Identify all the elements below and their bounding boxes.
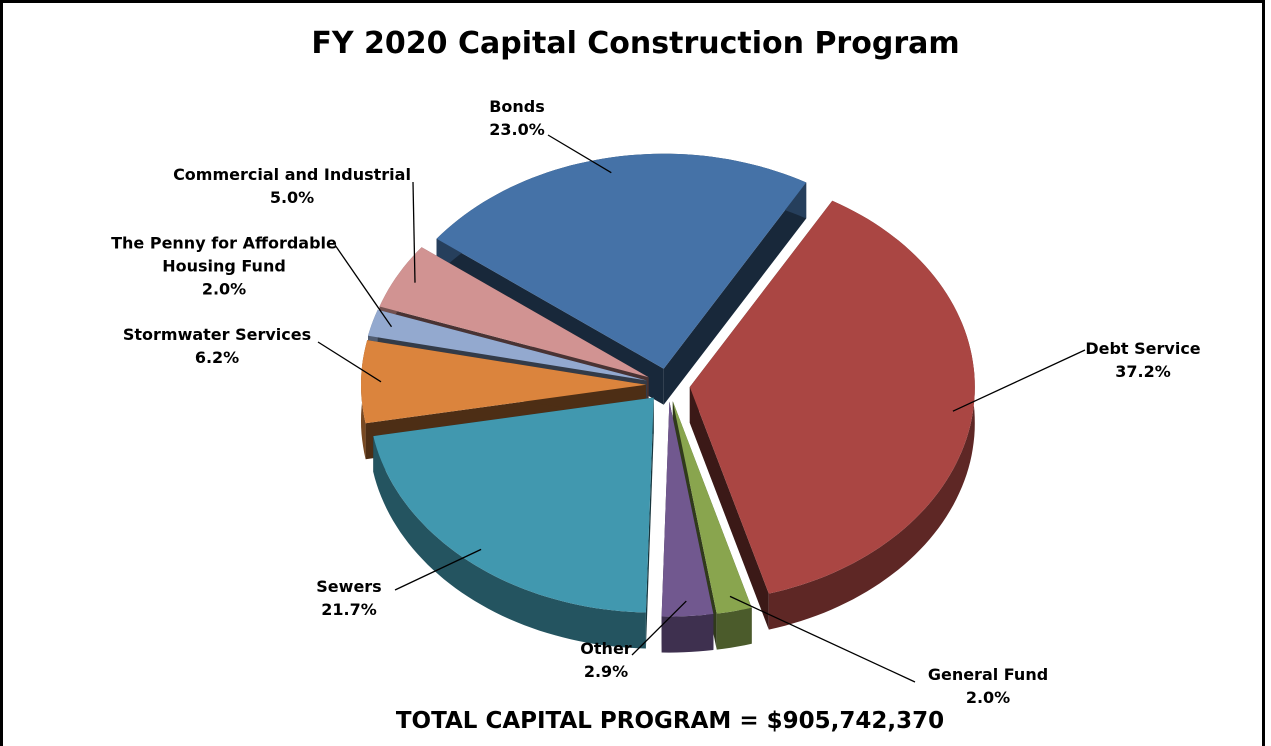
value-label: 2.0%	[965, 688, 1011, 707]
leader-line	[334, 244, 393, 328]
category: General Fund	[927, 665, 1049, 684]
slice-label: General Fund 2.0%	[918, 663, 1058, 709]
slice-wall	[645, 397, 654, 649]
slice-wall	[663, 182, 807, 405]
slice	[436, 153, 807, 369]
slice-wall	[689, 387, 769, 630]
leader-line	[412, 181, 416, 283]
slice-side	[768, 200, 975, 630]
slice-label: Stormwater Services 6.2%	[107, 323, 327, 369]
category: The Penny for Affordable Housing Fund	[111, 233, 337, 276]
leader-line	[952, 349, 1086, 412]
category: Bonds	[489, 97, 545, 116]
slice	[361, 340, 646, 424]
chart-title: FY 2020 Capital Construction Program	[311, 26, 960, 61]
slice-side	[661, 614, 714, 653]
category: Sewers	[316, 577, 382, 596]
slice-label: Sewers 21.7%	[309, 575, 389, 621]
category: Commercial and Industrial	[173, 165, 411, 184]
leader-line	[317, 341, 382, 383]
leader-line	[631, 600, 687, 656]
value-label: 2.0%	[201, 279, 247, 299]
annotation: TOTAL CAPITAL PROGRAM = $905,742,370	[395, 708, 945, 734]
slice-label: The Penny for Affordable Housing Fund 2.0…	[104, 232, 344, 301]
category: Debt Service	[1085, 339, 1201, 358]
leader-line	[394, 548, 482, 591]
leader-line	[729, 595, 916, 683]
value-label: 21.7%	[321, 600, 377, 619]
slice-side	[373, 436, 646, 649]
slice-label: Other 2.9%	[566, 637, 646, 683]
category: Other	[580, 639, 632, 658]
slice	[373, 397, 654, 613]
value-label: 23.0%	[489, 120, 545, 139]
slice-label: Commercial and Industrial 5.0%	[162, 163, 422, 209]
slice-side	[716, 607, 752, 650]
category: Stormwater Services	[122, 325, 312, 344]
slice	[661, 401, 714, 617]
value-label: 2.9%	[583, 662, 629, 681]
slice-label: Bonds 23.0%	[457, 95, 577, 141]
value-label: 5.0%	[269, 188, 315, 207]
slice	[672, 401, 752, 614]
slice	[379, 247, 649, 378]
leader-line	[547, 134, 612, 174]
value-label: 6.2%	[194, 348, 240, 367]
value-label: 37.2%	[1115, 362, 1171, 381]
slice	[689, 200, 975, 594]
slice	[368, 309, 647, 381]
slice-label: Debt Service 37.2%	[1073, 337, 1213, 383]
